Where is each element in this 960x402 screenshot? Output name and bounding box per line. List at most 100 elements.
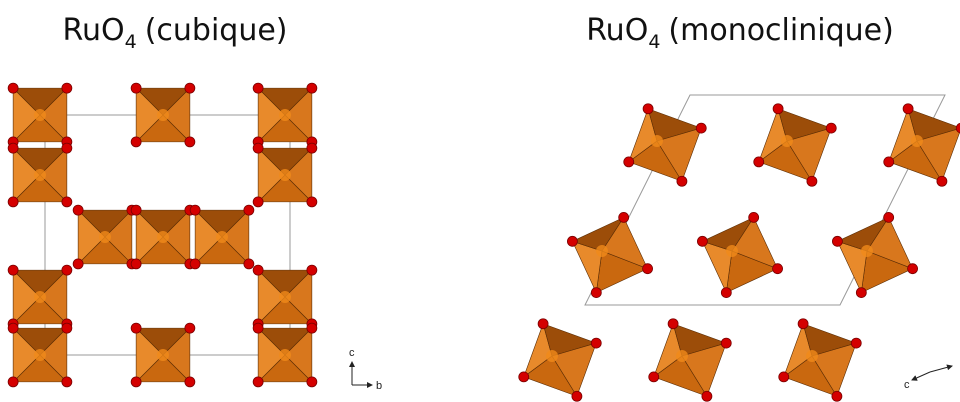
o-atom: [907, 263, 918, 275]
octahedron: [252, 142, 318, 208]
face: [284, 327, 313, 383]
ru-atom: [546, 350, 558, 362]
o-atom: [825, 122, 837, 134]
o-atom: [189, 258, 201, 270]
ru-atom: [806, 350, 818, 362]
o-atom: [697, 235, 708, 247]
o-atom: [306, 82, 318, 94]
ru-atom: [34, 169, 46, 181]
octahedron: [7, 264, 73, 330]
face: [162, 209, 191, 265]
ru-atom: [279, 291, 291, 303]
axis-label: c: [349, 347, 355, 359]
panel-title: RuO4 (monoclinique): [586, 13, 894, 53]
ru-atom: [279, 349, 291, 361]
o-atom: [720, 287, 732, 298]
monoclinic-structure: [518, 94, 960, 402]
o-atom: [7, 264, 19, 276]
o-atom: [306, 142, 318, 154]
ru-atom: [34, 109, 46, 121]
o-atom: [130, 376, 142, 388]
o-atom: [184, 82, 196, 94]
o-atom: [537, 318, 549, 330]
o-atom: [7, 376, 19, 388]
o-atom: [252, 142, 264, 154]
o-atom: [7, 322, 19, 334]
o-atom: [778, 371, 790, 383]
o-atom: [243, 258, 255, 270]
face: [39, 87, 68, 143]
o-atom: [832, 235, 843, 247]
octahedron: [7, 322, 73, 388]
ru-atom: [676, 350, 688, 362]
o-atom: [676, 175, 688, 187]
face: [284, 87, 313, 143]
o-atom: [955, 122, 960, 134]
o-atom: [189, 204, 201, 216]
ru-atom: [726, 245, 738, 257]
o-atom: [883, 156, 895, 168]
octahedron: [832, 212, 918, 298]
face: [162, 327, 191, 383]
face: [284, 269, 313, 325]
o-atom: [642, 263, 653, 275]
o-atom: [831, 390, 843, 402]
ru-atom: [216, 231, 228, 243]
octahedron: [7, 82, 73, 148]
face: [284, 147, 313, 203]
o-atom: [902, 103, 914, 115]
octahedron: [7, 142, 73, 208]
o-atom: [618, 212, 630, 223]
axis-indicator: c b c: [349, 347, 953, 392]
ru-atom: [157, 109, 169, 121]
o-atom: [61, 322, 73, 334]
o-atom: [130, 136, 142, 148]
face: [681, 342, 727, 397]
o-atom: [306, 322, 318, 334]
o-atom: [72, 258, 84, 270]
o-atom: [184, 136, 196, 148]
o-atom: [306, 264, 318, 276]
o-atom: [184, 376, 196, 388]
o-atom: [850, 337, 862, 349]
o-atom: [590, 287, 602, 298]
octahedron: [697, 212, 783, 298]
o-atom: [720, 337, 732, 349]
o-atom: [130, 204, 142, 216]
o-atom: [590, 337, 602, 349]
o-atom: [806, 175, 818, 187]
face: [162, 87, 191, 143]
face: [39, 269, 68, 325]
o-atom: [7, 82, 19, 94]
o-atom: [7, 196, 19, 208]
o-atom: [748, 212, 760, 223]
ru-atom: [279, 109, 291, 121]
o-atom: [571, 390, 583, 402]
o-atom: [61, 376, 73, 388]
octahedron: [648, 318, 732, 402]
o-atom: [252, 264, 264, 276]
face: [656, 127, 702, 182]
ru-atom: [99, 231, 111, 243]
o-atom: [61, 196, 73, 208]
face: [39, 327, 68, 383]
octahedron: [252, 264, 318, 330]
axis-label: c: [904, 379, 910, 391]
o-atom: [243, 204, 255, 216]
ru-atom: [34, 291, 46, 303]
octahedron: [130, 322, 196, 388]
face: [221, 209, 250, 265]
o-atom: [61, 142, 73, 154]
o-atom: [855, 287, 867, 298]
o-atom: [797, 318, 809, 330]
o-atom: [252, 196, 264, 208]
o-atom: [130, 322, 142, 334]
o-atom: [695, 122, 707, 134]
face: [811, 342, 857, 397]
o-atom: [252, 376, 264, 388]
face: [104, 209, 133, 265]
octahedron: [130, 204, 196, 270]
o-atom: [306, 376, 318, 388]
octahedron: [623, 103, 707, 187]
